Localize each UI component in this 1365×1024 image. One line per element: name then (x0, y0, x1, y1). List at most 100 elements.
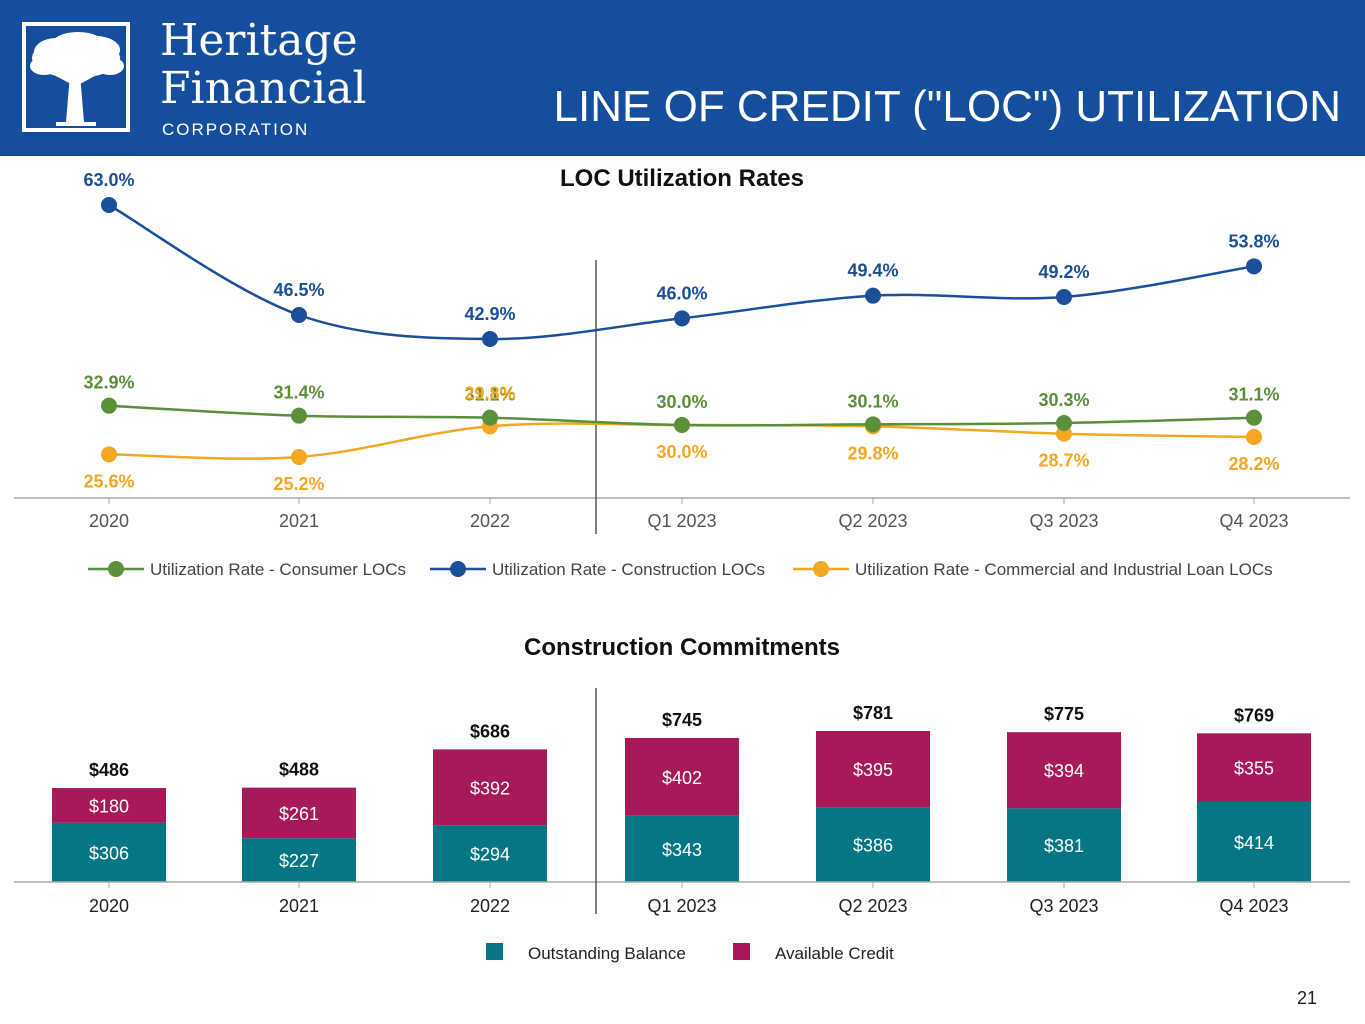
bar-outstanding-label: $343 (662, 840, 702, 860)
series-data-label-0: 32.9% (83, 373, 134, 393)
series-point-1 (101, 197, 117, 213)
bar-total-label: $686 (470, 721, 510, 741)
series-data-label-2: 25.2% (273, 474, 324, 494)
bar-total-label: $781 (853, 703, 893, 723)
series-point-2 (1246, 429, 1262, 445)
bar-legend-swatch-1 (733, 943, 750, 960)
bar-outstanding-label: $381 (1044, 836, 1084, 856)
series-point-1 (482, 331, 498, 347)
page-number: 21 (1296, 988, 1317, 1008)
bar-available-credit (52, 788, 166, 823)
bar-available-label: $394 (1044, 761, 1084, 781)
bar-available-credit (242, 787, 356, 839)
series-data-label-2: 25.6% (83, 471, 134, 491)
series-point-1 (1246, 258, 1262, 275)
series-data-label-2: 29.8% (464, 383, 515, 403)
bar-available-credit (1007, 732, 1121, 809)
series-data-label-1: 46.0% (656, 283, 707, 303)
series-data-label-1: 49.2% (1038, 262, 1089, 282)
bar-available-credit (433, 749, 547, 826)
line-chart-x-tick-label: Q1 2023 (647, 511, 716, 531)
bar-available-label: $392 (470, 778, 510, 798)
series-point-2 (291, 449, 307, 465)
bar-total-label: $486 (89, 760, 129, 780)
series-point-1 (291, 307, 307, 323)
series-data-label-2: 30.0% (656, 442, 707, 462)
bar-outstanding-label: $227 (279, 851, 319, 871)
construction-commitments-chart: Construction Commitments $306 $180 $486 2020… (14, 634, 1350, 963)
bar-outstanding-label: $386 (853, 836, 893, 856)
series-data-label-1: 42.9% (464, 304, 515, 324)
legend-label-0: Utilization Rate - Consumer LOCs (150, 560, 406, 579)
series-point-0 (101, 397, 117, 414)
bar-chart-x-tick-label: Q4 2023 (1219, 896, 1288, 916)
bar-total-label: $775 (1044, 704, 1084, 724)
series-data-label-0: 30.0% (656, 392, 707, 412)
line-chart-x-tick-label: 2022 (470, 511, 510, 531)
slide-title: LINE OF CREDIT ("LOC") UTILIZATION (553, 82, 1341, 131)
bar-available-label: $180 (89, 796, 129, 816)
series-point-0 (865, 416, 881, 433)
series-point-0 (674, 417, 690, 433)
line-chart-x-tick-label: Q2 2023 (838, 511, 907, 531)
series-data-label-0: 31.4% (273, 383, 324, 403)
bar-total-label: $745 (662, 710, 702, 730)
bar-total-label: $488 (279, 760, 319, 780)
series-data-label-1: 63.0% (83, 170, 134, 190)
bar-outstanding-balance (242, 838, 356, 882)
bar-legend-swatch-0 (486, 943, 503, 960)
series-data-label-0: 30.1% (847, 391, 898, 411)
line-chart-x-tick-label: 2020 (89, 511, 129, 531)
bar-outstanding-label: $306 (89, 843, 129, 863)
bar-outstanding-balance (816, 807, 930, 882)
bar-chart-x-tick-label: 2021 (279, 896, 319, 916)
bar-chart-x-tick-label: 2020 (89, 896, 129, 916)
legend-label-2: Utilization Rate - Commercial and Indust… (855, 560, 1273, 579)
series-data-label-1: 46.5% (273, 280, 324, 300)
series-point-0 (291, 407, 307, 424)
bar-chart-x-tick-label: Q3 2023 (1029, 896, 1098, 916)
bar-legend-label-0: Outstanding Balance (528, 944, 686, 963)
series-data-label-0: 31.1% (464, 385, 515, 405)
series-data-label-0: 31.1% (1228, 385, 1279, 405)
series-point-2 (101, 446, 117, 463)
legend-marker-1 (450, 561, 466, 577)
bar-available-label: $402 (662, 768, 702, 788)
bar-outstanding-balance (625, 815, 739, 882)
series-point-1 (1056, 289, 1072, 305)
line-chart-title: LOC Utilization Rates (560, 165, 804, 192)
bar-available-credit (625, 737, 739, 816)
bar-chart-x-tick-label: Q2 2023 (838, 896, 907, 916)
brand-name-line1: Heritage (160, 15, 358, 66)
line-chart-x-tick-label: 2021 (279, 511, 319, 531)
series-data-label-2: 29.8% (847, 443, 898, 463)
line-chart-x-tick-label: Q3 2023 (1029, 511, 1098, 531)
bar-total-label: $769 (1234, 705, 1274, 725)
slide-header: Heritage Financial CORPORATION LINE OF C… (0, 0, 1365, 156)
series-data-label-2: 28.7% (1038, 451, 1089, 471)
bar-outstanding-balance (1197, 801, 1311, 882)
series-data-label-1: 49.4% (847, 261, 898, 281)
bar-available-label: $261 (279, 804, 319, 824)
legend-label-1: Utilization Rate - Construction LOCs (492, 560, 765, 579)
bar-available-label: $395 (853, 760, 893, 780)
line-chart-x-tick-label: Q4 2023 (1219, 511, 1288, 531)
series-point-1 (674, 310, 690, 327)
brand-name-line2: Financial (160, 63, 367, 114)
legend-marker-0 (108, 561, 124, 577)
bar-outstanding-label: $294 (470, 845, 510, 865)
series-point-0 (1246, 409, 1262, 426)
loc-utilization-chart: LOC Utilization Rates 2020 2021 2022 Q1 2023… (14, 165, 1350, 579)
bar-available-credit (1197, 733, 1311, 802)
bar-available-credit (816, 731, 930, 808)
series-point-0 (1056, 415, 1072, 431)
bar-chart-x-tick-label: 2022 (470, 896, 510, 916)
tree-logo-icon (22, 22, 130, 132)
bar-chart-title: Construction Commitments (524, 634, 840, 661)
series-data-label-1: 53.8% (1228, 231, 1279, 251)
brand-name-line3: CORPORATION (162, 120, 310, 139)
series-data-label-2: 28.2% (1228, 454, 1279, 474)
series-data-label-0: 30.3% (1038, 390, 1089, 410)
bar-outstanding-balance (52, 822, 166, 882)
